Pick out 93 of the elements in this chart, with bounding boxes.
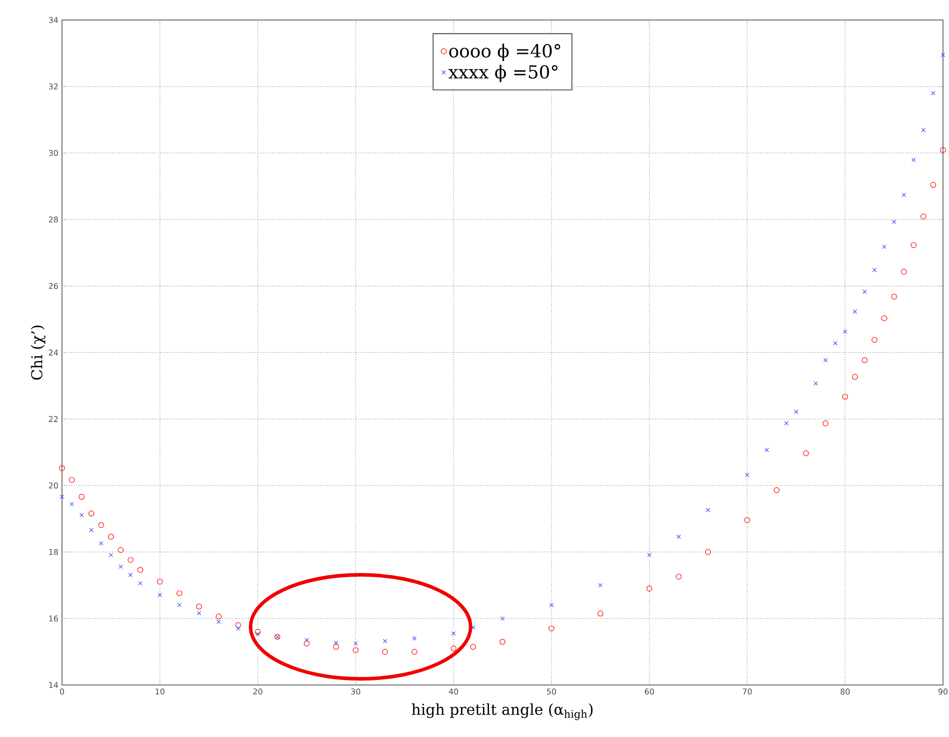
point (118, 547, 124, 553)
point (108, 534, 114, 540)
point (814, 381, 818, 386)
point (118, 564, 123, 569)
point (940, 147, 946, 153)
point (803, 450, 809, 456)
point (176, 590, 182, 596)
point (882, 244, 886, 249)
point (470, 644, 476, 650)
point (500, 638, 506, 645)
point (216, 620, 221, 624)
point (862, 290, 867, 294)
point (794, 410, 798, 414)
point (196, 611, 202, 616)
point (646, 586, 652, 592)
point (940, 52, 946, 58)
point (235, 622, 242, 628)
point (354, 641, 358, 646)
point (216, 614, 222, 620)
point (138, 581, 142, 586)
point (921, 128, 926, 132)
point (872, 336, 878, 343)
point (79, 512, 84, 518)
point (872, 268, 877, 272)
point (382, 638, 388, 644)
point (891, 294, 897, 300)
point (598, 583, 603, 588)
point (304, 640, 310, 646)
point (256, 632, 260, 636)
legend-label: oooo ϕ =40° (449, 44, 560, 62)
point (833, 341, 838, 346)
point (912, 158, 916, 162)
point (744, 517, 750, 523)
point (451, 631, 456, 636)
point (99, 541, 104, 546)
point (892, 220, 896, 224)
point (549, 603, 554, 608)
y-axis-title: Chi (χ’) (30, 326, 46, 380)
point (647, 552, 652, 558)
legend-label: xxxx ϕ =50° (448, 64, 558, 82)
point (254, 628, 261, 635)
point (382, 648, 388, 655)
point (784, 421, 789, 426)
point (196, 604, 202, 610)
point (156, 578, 163, 584)
point (108, 552, 114, 558)
point (597, 610, 604, 616)
point (158, 592, 162, 598)
point (412, 648, 418, 655)
point (881, 315, 888, 322)
point (900, 268, 907, 275)
point (676, 574, 682, 580)
point (862, 357, 868, 364)
point (823, 358, 828, 362)
point (89, 528, 94, 532)
point (902, 192, 906, 198)
point (333, 644, 339, 650)
point (931, 91, 936, 96)
point (822, 420, 828, 426)
point (705, 549, 711, 555)
point (128, 557, 134, 563)
point (68, 476, 75, 483)
point (910, 242, 917, 248)
point (920, 214, 926, 220)
point (412, 636, 417, 641)
point (774, 487, 780, 494)
point (88, 510, 94, 516)
x-axis-title: high pretilt angle (α$_{high}$) (412, 703, 593, 720)
point (745, 472, 750, 477)
point (98, 522, 104, 528)
point (764, 448, 769, 452)
point (78, 494, 84, 500)
point (304, 638, 309, 642)
point (334, 640, 338, 645)
point (706, 508, 710, 512)
point (137, 567, 144, 573)
point (450, 646, 456, 652)
point (236, 626, 240, 631)
point (842, 329, 848, 334)
point (548, 626, 554, 632)
point (177, 602, 182, 608)
point (930, 182, 936, 188)
point (852, 374, 858, 380)
point (852, 309, 858, 314)
point (59, 465, 65, 472)
point (128, 572, 133, 578)
point (500, 616, 505, 621)
point (676, 534, 681, 539)
point (842, 394, 848, 400)
point (471, 625, 476, 630)
point (70, 502, 74, 506)
point (352, 647, 359, 653)
point (60, 494, 64, 499)
